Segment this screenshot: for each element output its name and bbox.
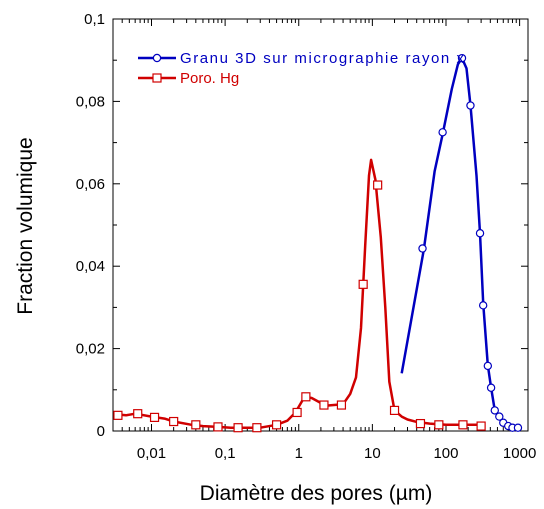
data-point [495,412,504,421]
x-tick-label: 0,1 [215,445,236,462]
series-line-0 [400,56,518,429]
data-point [457,53,467,63]
x-tick-label: 10 [364,445,381,462]
x-tick-label: 1000 [503,445,536,462]
data-point [149,412,160,423]
data-point [213,422,223,432]
data-point [490,406,499,415]
y-tick-label: 0,08 [76,93,105,110]
data-point [475,229,485,238]
legend: Granu 3D sur micrographie rayon x Poro. H… [138,50,465,87]
data-point [358,279,368,289]
data-point [292,407,302,418]
data-point [191,420,201,430]
x-tick-label: 0,01 [137,445,166,462]
x-axis-title: Diamètre des pores (µm) [200,482,433,505]
series-layer [113,53,523,433]
data-point [476,421,486,431]
data-point [319,400,329,410]
x-tick-label: 100 [433,445,458,462]
y-tick-label: 0,02 [76,341,105,358]
data-point [486,383,496,392]
data-point [458,420,468,430]
data-point [483,361,493,371]
data-point [336,400,347,410]
data-point [252,423,262,433]
legend-marker [152,73,162,83]
x-axis: 0,01 0,1 1 10 100 1000 [112,19,536,462]
data-point [513,423,523,432]
data-point [415,418,426,429]
data-point [434,420,444,430]
y-axis-title: Fraction volumique [14,137,37,314]
data-point [301,392,311,402]
plot-frame [112,18,529,432]
y-tick-label: 0,06 [76,176,105,193]
data-point [113,410,123,420]
data-point [438,128,447,137]
legend-marker [152,53,162,63]
legend-label: Poro. Hg [180,70,239,87]
legend-label: Granu 3D sur micrographie rayon x [180,50,465,67]
data-point [271,420,282,430]
data-point [389,405,400,415]
data-point [169,416,179,427]
data-point [418,244,427,253]
series-line-1 [117,158,482,429]
y-tick-label: 0,1 [84,11,105,28]
plot-area [112,18,529,432]
y-axis: 0 0,02 0,04 0,06 0,08 0,1 [76,11,528,440]
y-tick-label: 0,04 [76,258,105,275]
x-tick-label: 1 [295,445,303,462]
data-point [373,180,383,190]
y-tick-label: 0 [97,423,105,440]
data-point [466,101,475,110]
data-point [133,409,143,419]
data-point [233,423,243,433]
data-point [478,301,488,310]
